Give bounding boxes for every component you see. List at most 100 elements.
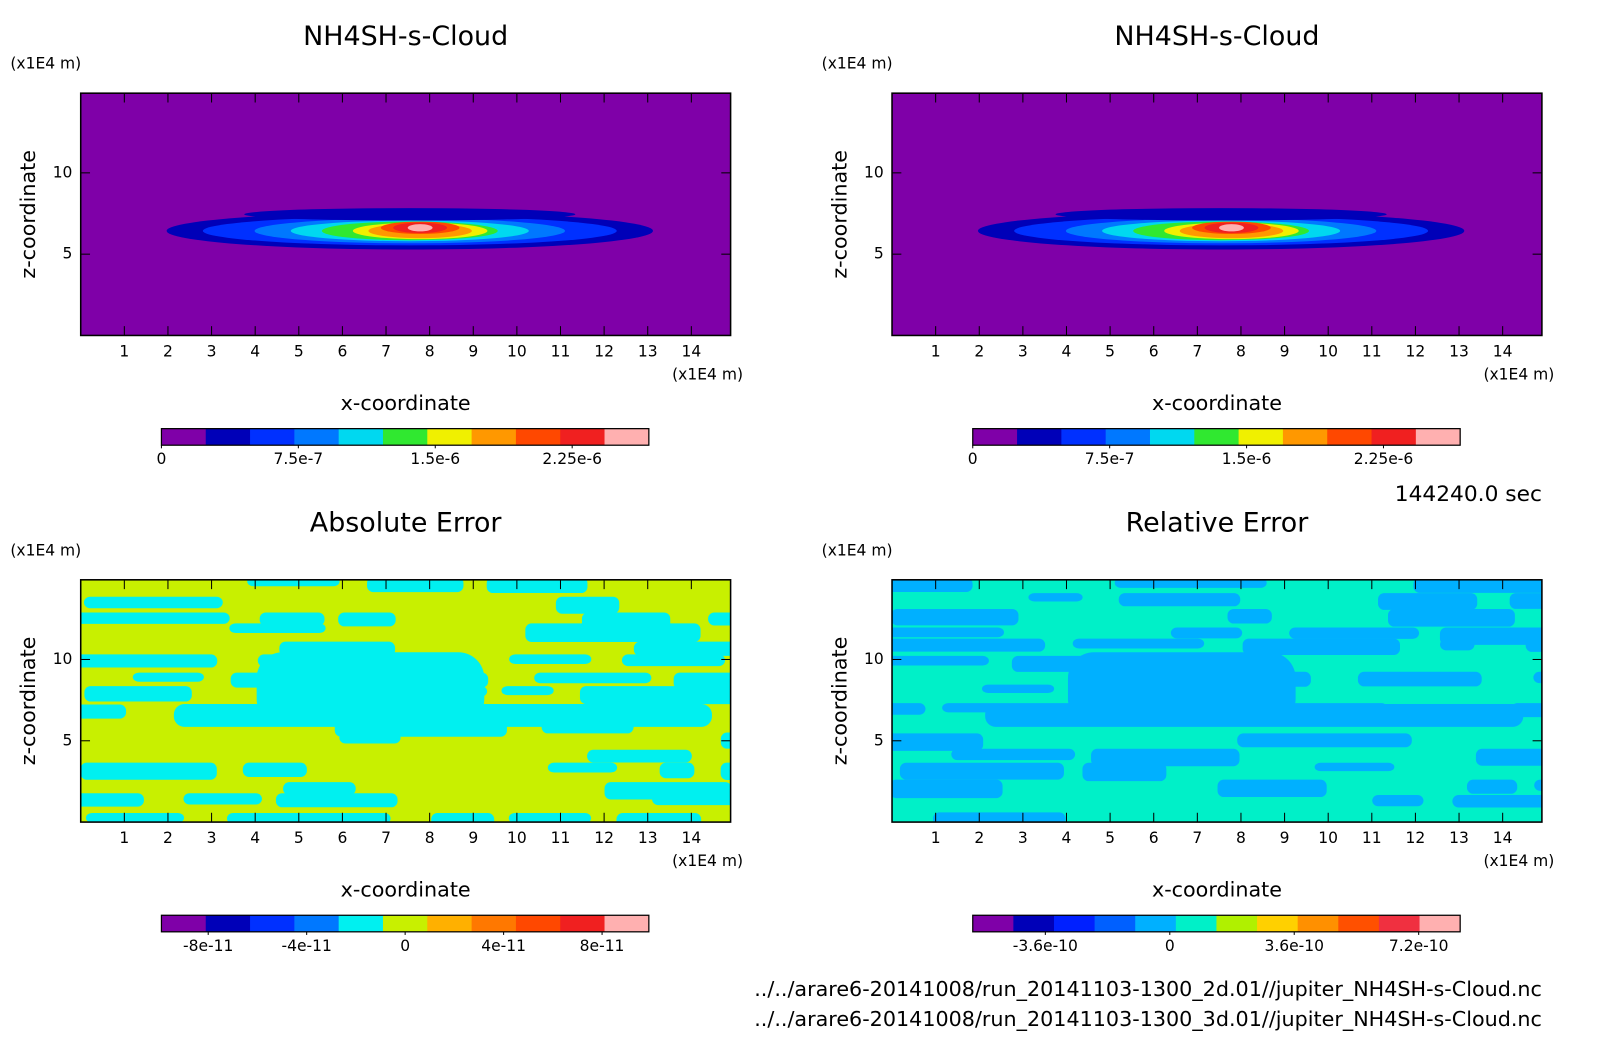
contour-fill bbox=[892, 579, 973, 592]
x-tick-label: 14 bbox=[681, 343, 701, 361]
contour-fill bbox=[555, 596, 620, 614]
x-tick-label: 8 bbox=[425, 343, 435, 361]
contour-fill bbox=[83, 596, 223, 609]
contour-fill bbox=[242, 762, 307, 777]
x-tick-label: 10 bbox=[507, 829, 527, 847]
colorbar-cell bbox=[1017, 428, 1062, 446]
colorbar-tick-label: 2.25e-6 bbox=[1354, 450, 1414, 468]
contour-fill bbox=[1170, 627, 1243, 639]
contour-fill bbox=[338, 612, 396, 627]
contour-fill bbox=[275, 793, 398, 808]
x-tick-label: 12 bbox=[594, 343, 614, 361]
colorbar-tick-label: 1.5e-6 bbox=[410, 450, 460, 468]
contour-fill bbox=[1082, 762, 1167, 782]
colorbar-cell bbox=[1419, 915, 1461, 932]
x-tick-label: 8 bbox=[1236, 343, 1246, 361]
colorbar-cell bbox=[1175, 915, 1217, 932]
x-tick-label: 13 bbox=[638, 343, 658, 361]
contour-fill bbox=[1114, 579, 1267, 588]
colorbar-tick-label: 0 bbox=[968, 450, 978, 468]
panel-title: NH4SH-s-Cloud bbox=[303, 21, 508, 52]
colorbar-cell bbox=[1415, 428, 1461, 446]
x-tick-label: 6 bbox=[1149, 829, 1159, 847]
contour-fill bbox=[1028, 593, 1083, 602]
contour-fill bbox=[525, 623, 701, 642]
plot-frame bbox=[891, 579, 1543, 823]
colorbar-tick-label: 7.2e-10 bbox=[1389, 937, 1449, 955]
contour-fill bbox=[547, 762, 618, 773]
x-tick-label: 9 bbox=[468, 343, 478, 361]
contour-fill bbox=[892, 608, 1019, 626]
colorbar-cell bbox=[161, 915, 207, 932]
contour-fill bbox=[708, 612, 731, 626]
x-tick-label: 8 bbox=[1236, 829, 1246, 847]
contour-fill bbox=[899, 762, 1064, 780]
y-tick-label: 10 bbox=[864, 163, 884, 181]
colorbar-cell bbox=[1378, 915, 1421, 932]
colorbar-tick-label: 4e-11 bbox=[481, 937, 526, 955]
contour-field bbox=[892, 93, 1542, 336]
colorbar-cell bbox=[1149, 428, 1195, 446]
x-tick-label: 4 bbox=[250, 343, 260, 361]
y-axis-label: z-coordinate bbox=[827, 150, 851, 279]
colorbar-cell bbox=[1135, 915, 1177, 932]
y-tick-label: 10 bbox=[53, 650, 73, 668]
contour-fill bbox=[579, 686, 731, 705]
contour-fill bbox=[226, 813, 391, 823]
x-tick-label: 4 bbox=[250, 829, 260, 847]
x-tick-label: 5 bbox=[294, 829, 304, 847]
contour-fill bbox=[534, 672, 652, 684]
colorbar-cell bbox=[1257, 915, 1299, 932]
colorbar-cell bbox=[1238, 428, 1284, 446]
colorbar-cell bbox=[471, 428, 517, 446]
contour-fill bbox=[183, 793, 262, 805]
colorbar-tick-label: -8e-11 bbox=[183, 937, 233, 955]
y-tick-label: 5 bbox=[874, 245, 884, 263]
contour-fill bbox=[892, 627, 1004, 638]
x-axis-label: x-coordinate bbox=[341, 877, 471, 901]
contour-fill bbox=[621, 654, 726, 667]
colorbar-cell bbox=[604, 428, 650, 446]
x-tick-label: 2 bbox=[974, 343, 984, 361]
contour-fill bbox=[892, 655, 989, 666]
panel-title: Relative Error bbox=[1126, 507, 1310, 538]
colorbar-tick-label: 0 bbox=[156, 450, 166, 468]
file-path: ../../arare6-20141008/run_20141103-1300_… bbox=[754, 1007, 1542, 1032]
x-tick-label: 2 bbox=[163, 343, 173, 361]
y-unit: (x1E4 m) bbox=[822, 541, 893, 559]
x-unit: (x1E4 m) bbox=[672, 365, 743, 383]
contour-fill bbox=[173, 704, 712, 727]
contour-fill bbox=[1372, 795, 1424, 807]
x-tick-label: 1 bbox=[931, 343, 941, 361]
contour-fill bbox=[1378, 593, 1478, 610]
contour-fill bbox=[367, 579, 464, 593]
contour-fill bbox=[1118, 593, 1241, 607]
x-unit: (x1E4 m) bbox=[1483, 852, 1554, 870]
x-tick-label: 13 bbox=[638, 829, 658, 847]
contour-fill bbox=[80, 704, 127, 719]
x-tick-label: 6 bbox=[337, 829, 347, 847]
y-unit: (x1E4 m) bbox=[10, 541, 81, 559]
contour-fill bbox=[892, 779, 1003, 799]
colorbar-cell bbox=[1327, 428, 1373, 446]
colorbar-cell bbox=[250, 428, 295, 446]
colorbar-cell bbox=[338, 428, 384, 446]
plot-frame bbox=[79, 579, 732, 823]
x-tick-label: 6 bbox=[1149, 343, 1159, 361]
contour-fill bbox=[1388, 608, 1515, 627]
contour-fill bbox=[1242, 638, 1401, 656]
contour-fill bbox=[951, 748, 1076, 761]
contour-fill bbox=[720, 732, 731, 749]
x-tick-label: 14 bbox=[681, 829, 701, 847]
y-axis-label: z-coordinate bbox=[16, 150, 40, 279]
x-axis-label: x-coordinate bbox=[1152, 877, 1282, 901]
colorbar-cell bbox=[560, 428, 606, 446]
contour-fill bbox=[1452, 795, 1542, 808]
y-tick-label: 5 bbox=[63, 731, 73, 749]
y-unit: (x1E4 m) bbox=[10, 55, 81, 73]
panel-title: NH4SH-s-Cloud bbox=[1114, 21, 1319, 52]
x-tick-label: 12 bbox=[594, 829, 614, 847]
x-tick-label: 3 bbox=[1018, 829, 1028, 847]
